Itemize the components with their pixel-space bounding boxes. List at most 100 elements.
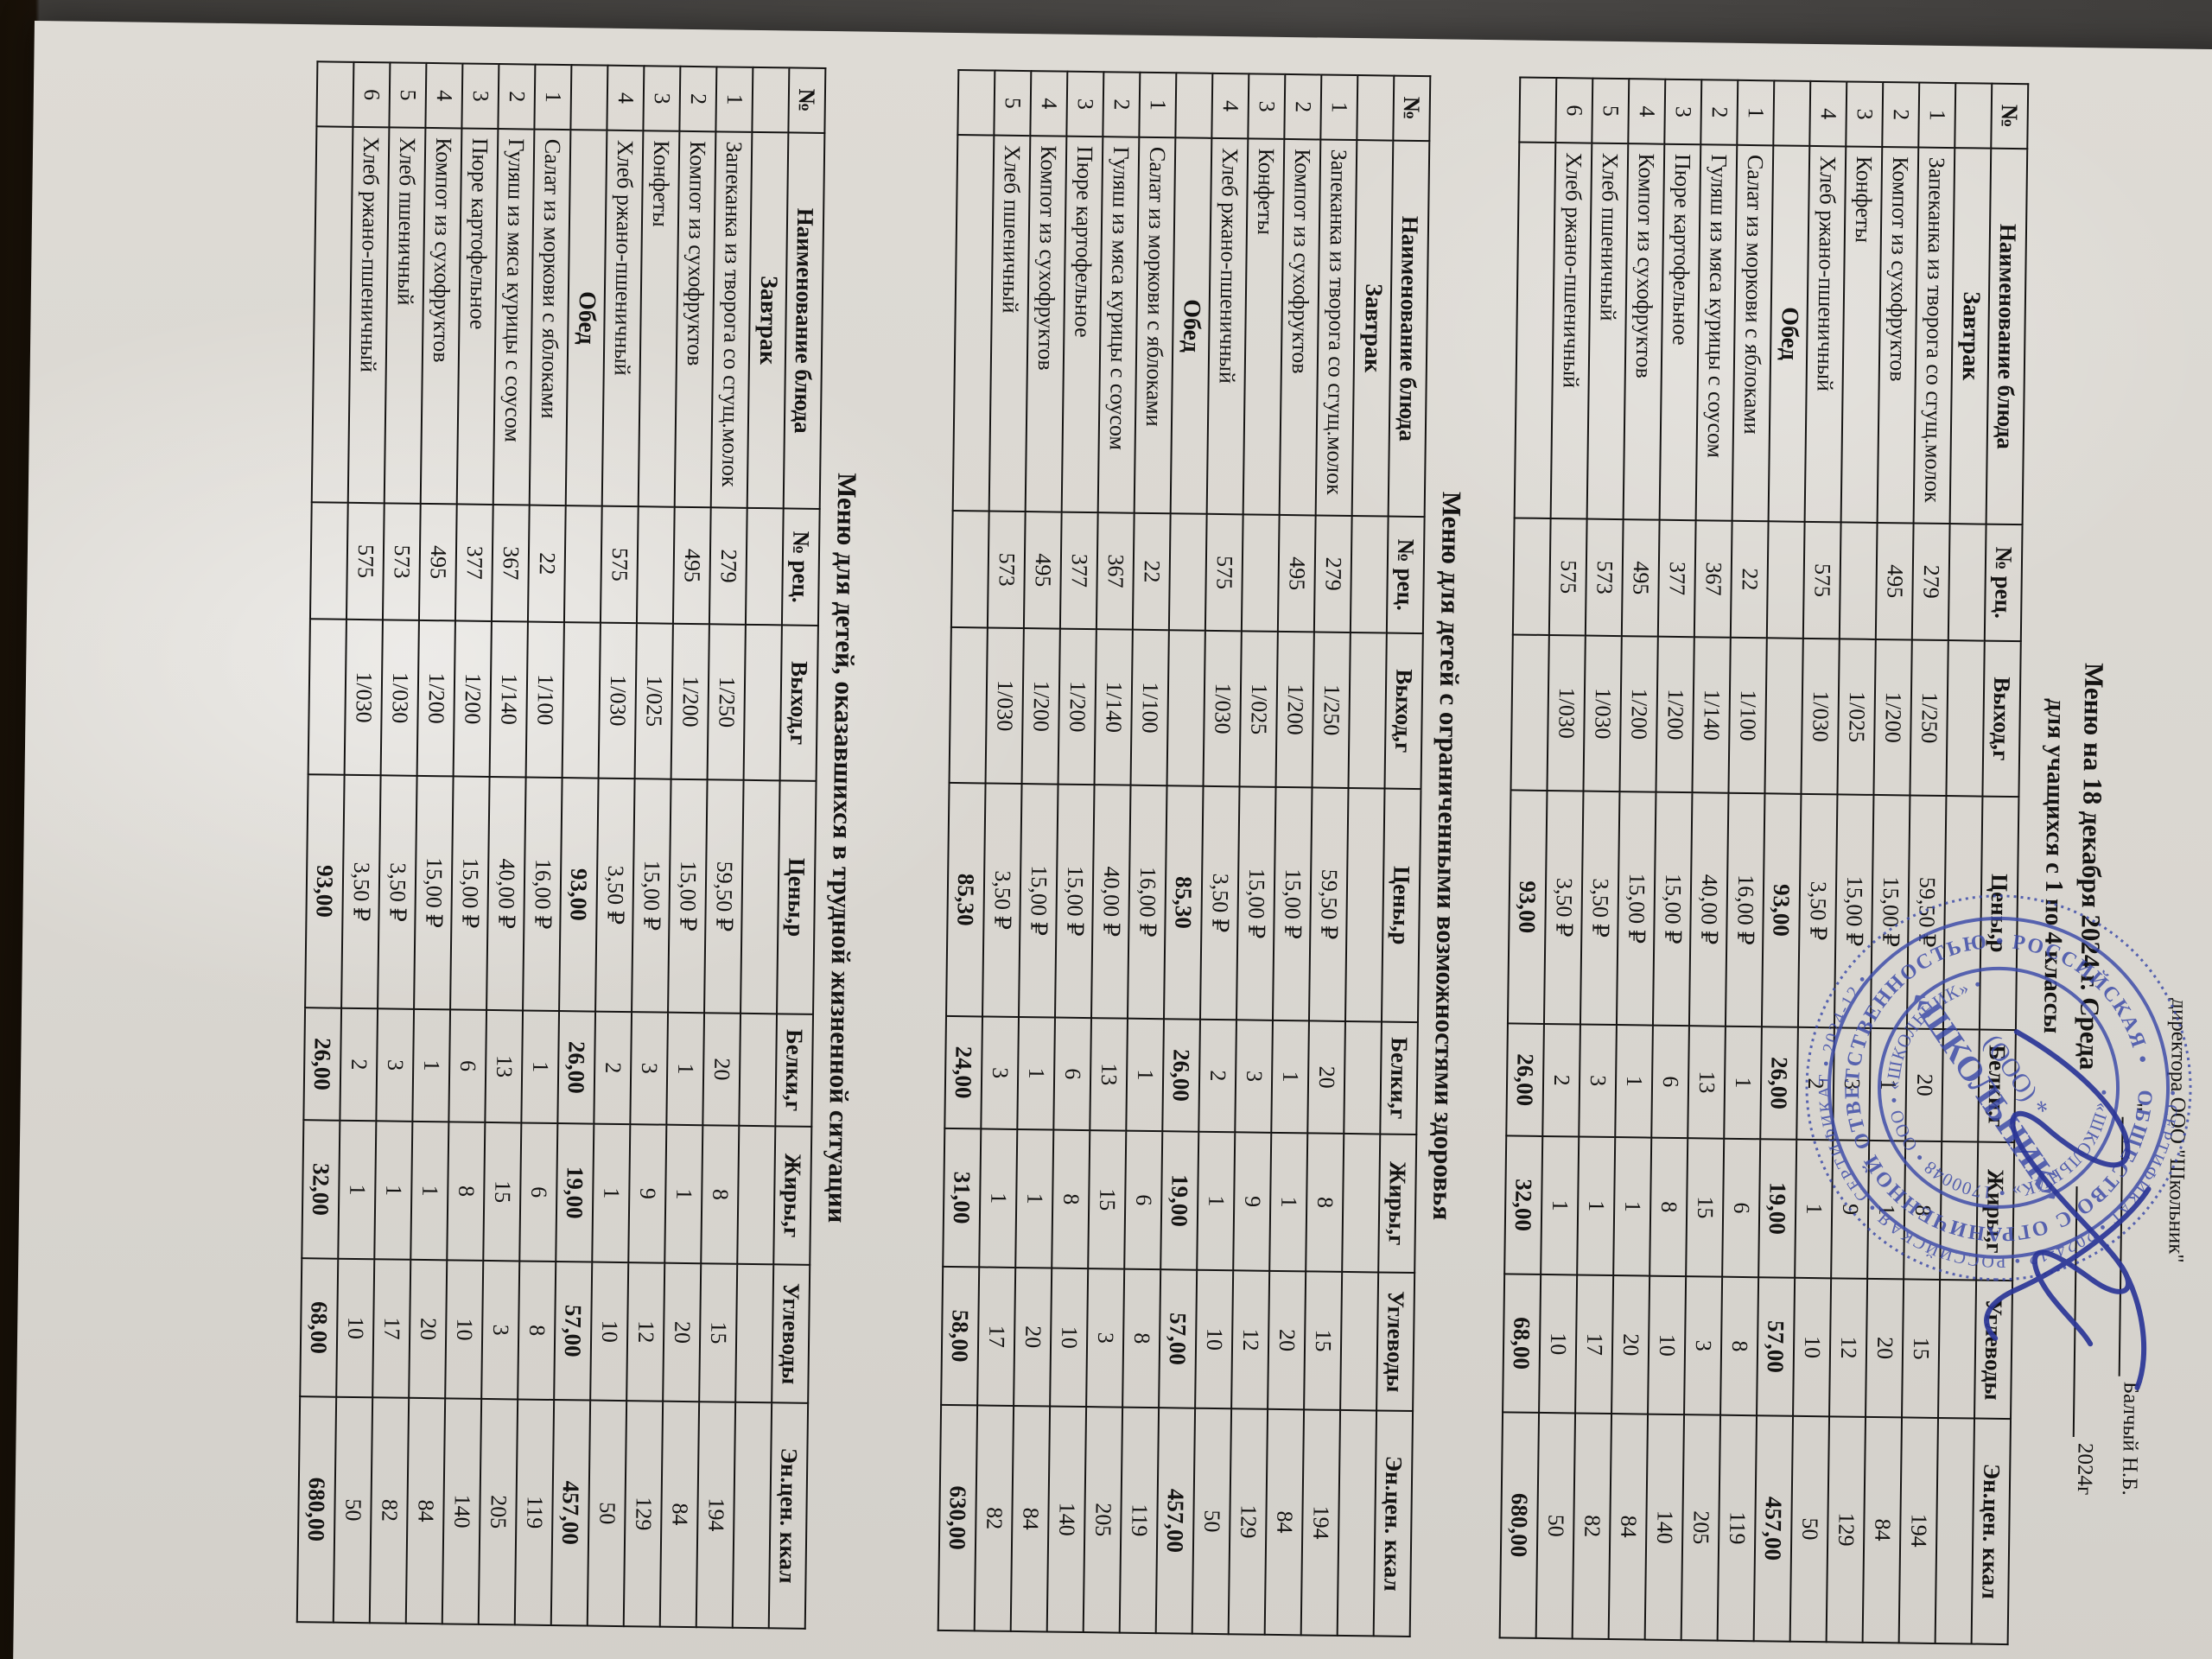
carbs: 3: [1086, 1268, 1125, 1408]
carbs: 3: [481, 1260, 520, 1400]
lunch-band-label: Обед: [1170, 137, 1212, 514]
cell: [746, 507, 784, 626]
cell: [1337, 1409, 1377, 1637]
dish-name: Хлеб ржано-пшеничный: [1804, 145, 1847, 523]
row-number: 1: [1737, 79, 1775, 146]
price: 15,00 ₽: [1019, 784, 1058, 1018]
band-total-fat: 19,00: [1758, 1139, 1797, 1278]
price: 15,00 ₽: [1055, 784, 1095, 1019]
protein: 6: [1651, 1025, 1689, 1139]
cell: [1766, 521, 1805, 639]
portion-size: 1/200: [671, 623, 710, 780]
row-number: 4: [1809, 80, 1847, 147]
portion-size: 1/025: [1837, 639, 1876, 795]
column-header: Наименование блюда: [783, 132, 825, 509]
portion-size: 1/200: [1058, 628, 1097, 785]
fat: 1: [1197, 1131, 1236, 1271]
cell: [1948, 524, 1986, 641]
portion-size: 1/200: [1873, 639, 1912, 796]
cell: [562, 622, 601, 779]
dish-name: Салат из моркови с яблоками: [1134, 137, 1176, 514]
dish-name: Хлеб пшеничный: [988, 135, 1031, 512]
column-header: Выход,г: [1384, 632, 1424, 790]
recipe-number: 279: [709, 507, 747, 625]
price: 40,00 ₽: [486, 776, 526, 1011]
kcal: 205: [1681, 1414, 1721, 1641]
column-header: № рец.: [1387, 516, 1425, 634]
portion-size: 1/030: [1801, 638, 1840, 795]
row-number: 6: [1555, 78, 1593, 143]
carbs: 20: [1866, 1278, 1904, 1418]
carbs: 10: [1793, 1277, 1832, 1417]
kcal: 84: [1010, 1405, 1051, 1632]
cell: [308, 619, 347, 775]
kcal: 129: [1228, 1408, 1268, 1635]
carbs: 12: [1829, 1278, 1868, 1417]
column-header: Цены,р: [1382, 788, 1421, 1023]
column-header: Эн.цен. ккал: [769, 1402, 809, 1629]
fat: 1: [1269, 1132, 1308, 1272]
kcal: 50: [1192, 1408, 1232, 1635]
carbs: 8: [1122, 1268, 1161, 1408]
price: 3,50 ₽: [1200, 785, 1240, 1020]
row-number: 2: [1103, 72, 1141, 137]
portion-size: 1/025: [634, 623, 674, 779]
carbs: 15: [699, 1263, 738, 1402]
fat: 1: [1015, 1129, 1054, 1268]
kcal: 50: [1535, 1412, 1576, 1639]
portion-size: 1/140: [489, 620, 529, 778]
cell: [1510, 634, 1549, 791]
kcal: 205: [479, 1398, 518, 1625]
cell: [1946, 640, 1985, 797]
grand-total-fat: 32,00: [302, 1120, 340, 1259]
protein: 2: [1198, 1019, 1237, 1133]
fat: 6: [1124, 1130, 1163, 1270]
fat: 1: [1577, 1136, 1616, 1276]
kcal: 194: [696, 1402, 736, 1628]
fat: 8: [1649, 1137, 1688, 1277]
kcal: 50: [588, 1400, 627, 1627]
dish-name: Пюре картофельное: [1061, 136, 1103, 513]
recipe-number: 573: [383, 503, 422, 620]
portion-size: 1/140: [1094, 629, 1134, 785]
handwritten-signature: [1984, 1029, 2152, 1390]
portion-size: 1/030: [985, 627, 1025, 785]
recipe-number: 367: [1694, 520, 1732, 638]
row-number: 4: [1030, 71, 1068, 137]
kcal: 84: [1264, 1408, 1305, 1636]
cell: [1357, 75, 1395, 141]
row-number: 1: [1139, 72, 1177, 138]
carbs: 20: [1611, 1275, 1650, 1414]
dish-name: Компот из сухофруктов: [421, 127, 462, 505]
portion-size: 1/200: [453, 620, 493, 777]
column-header: №: [1991, 83, 2029, 149]
dish-name: Конфеты: [1840, 146, 1883, 523]
portion-size: 1/200: [1275, 631, 1315, 788]
kcal: 140: [442, 1398, 482, 1624]
cell: [733, 1402, 772, 1629]
recipe-number: [1839, 522, 1878, 639]
grand-total-kcal: 680,00: [297, 1396, 337, 1623]
column-header: № рец.: [1984, 524, 2023, 642]
kcal: 84: [1862, 1416, 1903, 1643]
band-total-protein: 26,00: [557, 1011, 596, 1124]
row-number: 1: [1918, 82, 1956, 149]
price: 59,50 ₽: [1309, 787, 1349, 1021]
dish-name: Компот из сухофруктов: [1623, 143, 1665, 520]
price: 40,00 ₽: [1091, 785, 1131, 1019]
column-header: №: [788, 67, 826, 133]
row-number: 2: [1284, 73, 1322, 140]
kcal: 84: [660, 1401, 700, 1628]
row-number: 3: [461, 63, 499, 130]
cell: [1340, 1271, 1379, 1411]
column-header: Наименование блюда: [1388, 140, 1430, 518]
portion-size: 1/030: [344, 619, 384, 776]
row-number: 5: [1592, 78, 1630, 144]
carbs: 10: [590, 1262, 629, 1402]
cell: [312, 126, 353, 503]
row-number: 1: [1320, 74, 1358, 141]
carbs: 10: [1648, 1275, 1687, 1415]
kcal: 84: [1608, 1414, 1649, 1640]
fat: 1: [1613, 1137, 1652, 1276]
grand-total-kcal: 630,00: [938, 1404, 978, 1631]
